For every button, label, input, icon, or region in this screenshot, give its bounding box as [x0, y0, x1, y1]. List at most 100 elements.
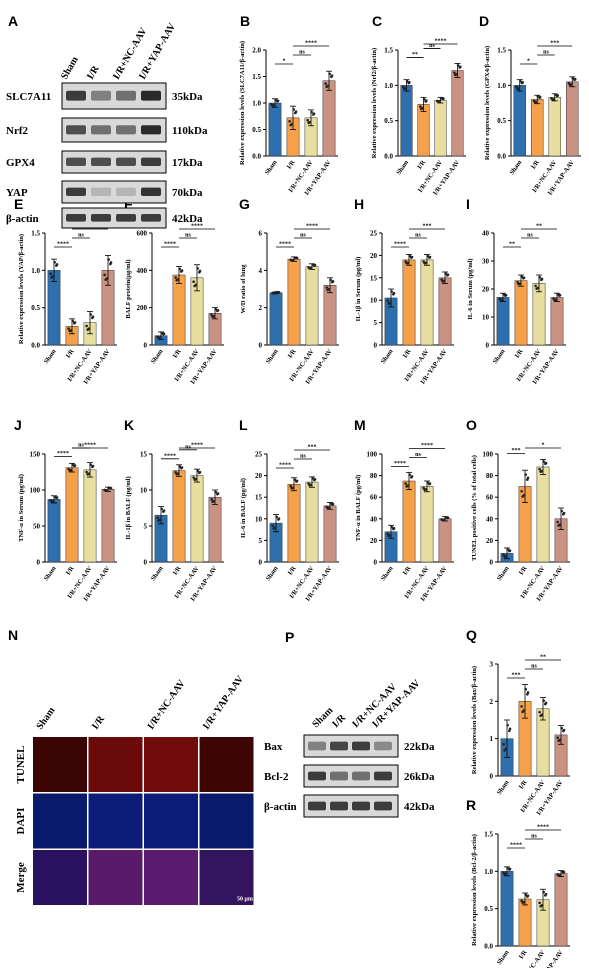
blot-band — [374, 741, 392, 751]
data-point — [539, 470, 542, 473]
blot-band — [141, 90, 161, 101]
blot-band — [308, 801, 326, 811]
blot-row-label: β-actin — [6, 213, 39, 225]
y-tick-label: 50 — [33, 523, 41, 531]
sig-label: **** — [305, 41, 317, 47]
data-point — [556, 520, 559, 524]
data-point — [533, 100, 537, 104]
data-point — [294, 110, 298, 113]
y-axis-label: TUNEL positive cells (% of total cells) — [471, 455, 478, 561]
data-point — [410, 475, 414, 478]
sig-label: ns — [527, 233, 533, 239]
data-point — [408, 473, 411, 477]
blot-kda-label: 35kDa — [172, 91, 203, 103]
bar-d-1 — [531, 99, 544, 157]
sig-label: **** — [279, 463, 291, 469]
y-tick-label: 0 — [374, 342, 378, 350]
sig-label: ns — [185, 233, 191, 239]
y-tick-label: 0 — [37, 559, 41, 567]
blot-band — [91, 157, 111, 166]
data-point — [423, 261, 426, 265]
data-point — [312, 112, 316, 115]
y-axis-label: Relative expression levels (Bax/β-actin) — [471, 666, 478, 774]
y-tick-label: 10 — [140, 487, 148, 495]
y-tick-label: 0 — [144, 342, 148, 350]
data-point — [306, 118, 309, 122]
blot-band — [91, 214, 111, 222]
data-point — [444, 515, 447, 519]
data-point — [540, 277, 544, 281]
sig-label: *** — [550, 41, 559, 47]
data-point — [292, 108, 295, 111]
chart-o: O 0 20 40 60 80 100 TUNEL positive cells (% of … — [466, 417, 570, 603]
blot-membrane — [61, 150, 167, 174]
data-point — [504, 293, 508, 297]
blot-row-label: SLC7A11 — [6, 91, 51, 103]
data-point — [387, 302, 390, 305]
blot-row-label: Nrf2 — [6, 125, 28, 137]
bar-d-3 — [566, 81, 579, 157]
y-tick-label: 40 — [486, 515, 494, 523]
data-point — [68, 469, 71, 472]
chart-h: H 0 5 10 15 20 25 IL-1β in Serum (pg/ml) Sham I/R… — [354, 196, 454, 386]
data-point — [562, 870, 566, 874]
blot-band — [330, 741, 348, 751]
data-point — [295, 256, 299, 260]
x-category-label: I/R — [518, 949, 529, 961]
data-point — [308, 484, 311, 487]
panel-letter-q: Q — [466, 627, 477, 643]
bar-b-3 — [322, 80, 336, 157]
y-tick-label: 40 — [370, 515, 378, 523]
y-tick-label: 2.0 — [252, 47, 261, 55]
bar-g-1 — [287, 258, 301, 346]
data-point — [160, 331, 163, 335]
micro-image — [199, 850, 254, 905]
data-point — [535, 287, 538, 290]
y-tick-label: 100 — [30, 487, 41, 495]
micro-group-label: I/R — [90, 713, 107, 731]
data-point — [506, 866, 509, 870]
bar-m-2 — [420, 486, 434, 563]
y-tick-label: 3 — [490, 661, 494, 669]
data-point — [568, 83, 572, 87]
bar-r-3 — [554, 873, 568, 947]
blot-band — [374, 771, 392, 781]
data-point — [560, 726, 563, 730]
micro-image — [199, 793, 254, 849]
bar-b-0 — [268, 102, 282, 157]
data-point — [311, 477, 314, 480]
sig-label: *** — [423, 224, 432, 230]
data-point — [198, 269, 202, 273]
bar-f-1 — [172, 274, 186, 346]
data-point — [89, 463, 92, 466]
data-point — [85, 324, 88, 328]
data-point — [557, 524, 560, 527]
sig-label: * — [527, 59, 530, 65]
data-point — [196, 469, 199, 473]
data-point — [386, 532, 389, 536]
x-category-label: I/R — [287, 565, 298, 577]
data-point — [544, 892, 548, 896]
data-point — [534, 284, 537, 288]
data-point — [313, 478, 317, 481]
data-point — [109, 486, 113, 490]
panel-letter-i: I — [466, 196, 470, 212]
panel-letter-f: F — [124, 196, 133, 212]
y-axis-label: IL-1β in BALF (pg/ml) — [125, 476, 132, 539]
data-point — [453, 71, 456, 74]
y-tick-label: 10 — [482, 314, 490, 322]
y-tick-label: 30 — [482, 258, 490, 266]
blot-band — [352, 801, 370, 811]
blot-group-label: Sham — [59, 54, 81, 81]
data-point — [85, 470, 88, 474]
data-point — [86, 473, 89, 476]
panel-letter-a: A — [8, 13, 18, 29]
data-point — [436, 100, 440, 104]
data-point — [324, 82, 327, 85]
data-point — [404, 482, 407, 485]
bar-j-0 — [47, 499, 61, 563]
blot-band — [91, 125, 111, 135]
micro-image — [199, 737, 254, 792]
